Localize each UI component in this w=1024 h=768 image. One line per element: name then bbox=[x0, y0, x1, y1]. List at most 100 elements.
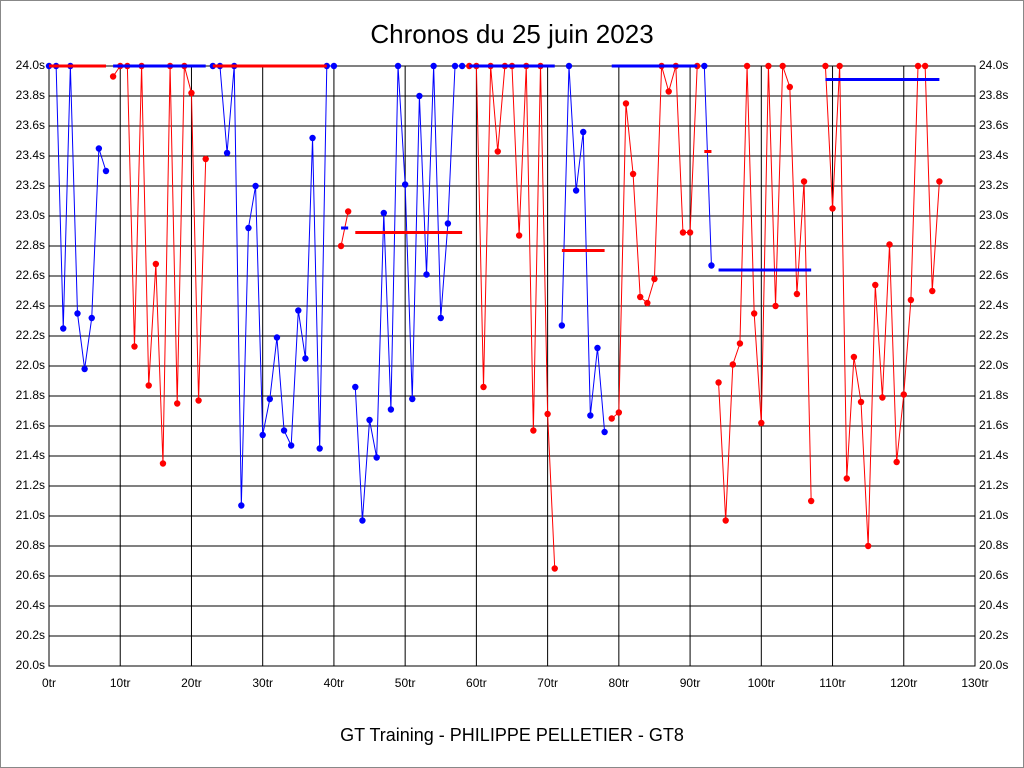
lap-point bbox=[202, 155, 209, 163]
lap-point bbox=[309, 134, 316, 142]
x-tick-label: 50tr bbox=[395, 676, 416, 690]
lap-point bbox=[380, 209, 387, 217]
lap-point bbox=[259, 431, 266, 439]
y-tick-label-right: 21.2s bbox=[979, 478, 1008, 492]
lap-point bbox=[409, 395, 416, 403]
y-tick-label: 23.0s bbox=[16, 208, 45, 222]
lap-point bbox=[750, 310, 758, 317]
lap-point bbox=[765, 62, 772, 70]
lap-point bbox=[266, 395, 274, 403]
y-tick-label-right: 20.6s bbox=[979, 568, 1008, 582]
y-tick-label-right: 23.4s bbox=[979, 148, 1008, 162]
x-tick-label: 60tr bbox=[466, 676, 487, 690]
lap-point bbox=[786, 83, 793, 91]
lap-point bbox=[829, 205, 836, 212]
lap-point bbox=[736, 340, 744, 347]
y-tick-label-right: 22.8s bbox=[979, 238, 1008, 252]
lap-point bbox=[886, 241, 893, 248]
y-tick-label: 20.2s bbox=[16, 628, 45, 642]
x-tick-label: 80tr bbox=[609, 676, 630, 690]
lap-point bbox=[280, 427, 288, 434]
lap-point bbox=[929, 287, 936, 295]
lap-point bbox=[145, 382, 152, 389]
lap-point bbox=[822, 62, 829, 70]
y-tick-label-right: 23.6s bbox=[979, 118, 1008, 132]
y-tick-label: 22.2s bbox=[16, 328, 45, 342]
lap-point bbox=[416, 92, 423, 100]
lap-point bbox=[188, 89, 195, 97]
lap-point bbox=[60, 325, 67, 332]
y-tick-label: 22.8s bbox=[16, 238, 45, 252]
lap-point bbox=[651, 275, 658, 283]
y-tick-label: 23.8s bbox=[16, 88, 45, 102]
series-line bbox=[354, 65, 463, 521]
lap-point bbox=[743, 62, 751, 70]
lap-point bbox=[238, 502, 245, 509]
lap-point bbox=[480, 383, 487, 391]
lap-point bbox=[615, 409, 623, 416]
lap-point bbox=[359, 517, 366, 524]
lap-point bbox=[879, 394, 886, 401]
lap-point bbox=[857, 398, 865, 406]
lap-point bbox=[451, 62, 459, 70]
lap-point bbox=[921, 62, 929, 70]
x-tick-label: 40tr bbox=[324, 676, 345, 690]
lap-point bbox=[900, 391, 907, 398]
lap-point bbox=[565, 62, 573, 70]
lap-point bbox=[437, 314, 444, 322]
lap-point bbox=[793, 290, 801, 298]
y-tick-label-right: 23.0s bbox=[979, 208, 1008, 222]
lap-point bbox=[373, 454, 380, 461]
x-tick-label: 130tr bbox=[961, 676, 988, 690]
x-tick-label: 120tr bbox=[890, 676, 917, 690]
lap-point bbox=[807, 497, 815, 505]
lap-point bbox=[843, 475, 850, 482]
y-tick-label-right: 22.2s bbox=[979, 328, 1008, 342]
y-tick-label: 20.8s bbox=[16, 538, 45, 552]
lap-point bbox=[758, 419, 765, 427]
y-tick-label: 24.0s bbox=[16, 58, 45, 72]
series-line bbox=[212, 65, 334, 506]
lap-point bbox=[608, 415, 615, 422]
lap-point bbox=[515, 232, 523, 239]
lap-point bbox=[344, 208, 352, 215]
lap-point bbox=[88, 314, 95, 322]
lap-point bbox=[665, 88, 672, 95]
lap-point bbox=[644, 299, 651, 307]
y-tick-label: 21.2s bbox=[16, 478, 45, 492]
lap-point bbox=[159, 460, 167, 467]
lap-point bbox=[430, 62, 437, 70]
y-tick-label: 20.6s bbox=[16, 568, 45, 582]
y-tick-label-right: 22.6s bbox=[979, 268, 1008, 282]
lap-point bbox=[907, 296, 915, 304]
lap-point bbox=[295, 307, 302, 314]
lap-point bbox=[544, 410, 551, 418]
lap-point bbox=[864, 542, 872, 550]
y-tick-label-right: 21.4s bbox=[979, 448, 1008, 462]
lap-point bbox=[637, 293, 644, 301]
lap-point bbox=[330, 62, 338, 70]
y-tick-label-right: 20.0s bbox=[979, 658, 1008, 672]
lap-point bbox=[337, 242, 345, 250]
y-tick-label-right: 21.0s bbox=[979, 508, 1008, 522]
lap-point bbox=[936, 178, 943, 185]
lap-point bbox=[494, 148, 501, 155]
lap-point bbox=[708, 262, 715, 269]
lap-point bbox=[423, 271, 430, 278]
x-tick-label: 70tr bbox=[537, 676, 558, 690]
x-tick-label: 110tr bbox=[819, 676, 845, 690]
lap-point bbox=[81, 365, 88, 373]
y-tick-label: 21.0s bbox=[16, 508, 45, 522]
lap-point bbox=[551, 565, 558, 572]
lap-point bbox=[152, 260, 160, 268]
lap-point bbox=[74, 310, 81, 317]
lap-point bbox=[273, 334, 281, 341]
x-tick-label: 90tr bbox=[680, 676, 701, 690]
y-tick-label: 23.4s bbox=[16, 148, 45, 162]
lap-point bbox=[174, 400, 181, 407]
y-tick-label-right: 20.4s bbox=[979, 598, 1008, 612]
lap-point bbox=[601, 428, 608, 436]
lap-point bbox=[444, 220, 452, 227]
